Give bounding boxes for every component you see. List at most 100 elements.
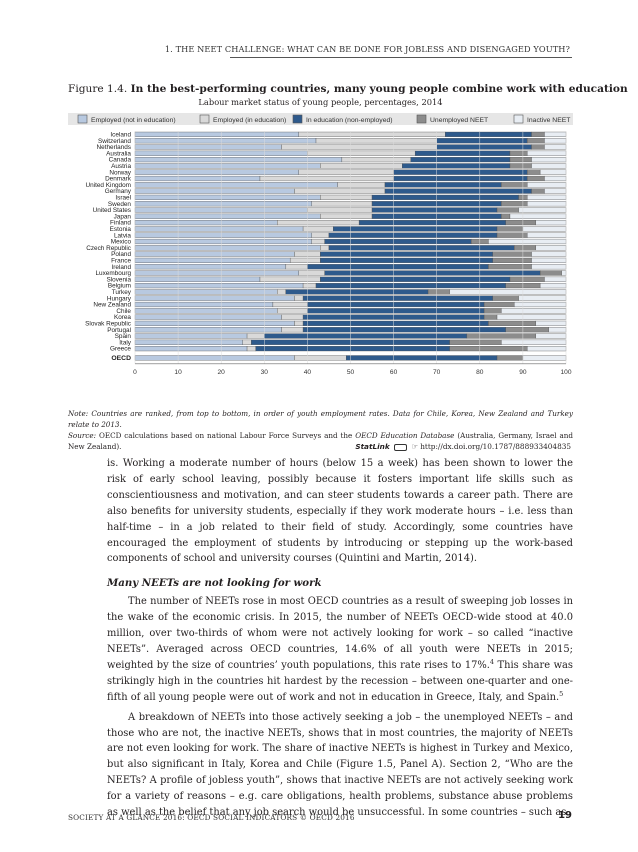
bar-segment bbox=[341, 157, 412, 163]
bar-segment bbox=[410, 157, 511, 163]
bar-segment bbox=[242, 339, 252, 345]
bar-segment bbox=[324, 270, 541, 276]
bar-segment bbox=[134, 245, 321, 251]
x-tick-label: 40 bbox=[304, 369, 312, 376]
bar-segment bbox=[492, 251, 532, 257]
country-label: Czech Republic bbox=[86, 245, 132, 252]
bar-segment bbox=[449, 346, 528, 352]
legend-swatch bbox=[77, 114, 88, 124]
footnote-ref[interactable]: 4 bbox=[489, 657, 495, 666]
bar-segment bbox=[134, 194, 321, 200]
bar-segment bbox=[134, 320, 295, 326]
footnote-ref[interactable]: 5 bbox=[559, 689, 564, 698]
country-label: Finland bbox=[110, 220, 131, 227]
bar-segment bbox=[488, 238, 567, 245]
legend-label: Employed (in education) bbox=[213, 117, 286, 124]
country-label: France bbox=[111, 258, 131, 265]
country-label: New Zealand bbox=[93, 302, 131, 309]
legend-label: Inactive NEET bbox=[527, 117, 570, 124]
x-tick-label: 80 bbox=[476, 369, 484, 376]
bar-segment bbox=[488, 264, 532, 270]
bar-segment bbox=[527, 232, 567, 238]
country-label: Australia bbox=[106, 150, 131, 157]
legend-label: Employed (not in education) bbox=[91, 117, 176, 124]
bar-segment bbox=[436, 138, 528, 144]
bar-segment bbox=[134, 144, 282, 150]
bar-segment bbox=[427, 289, 450, 295]
bar-segment bbox=[531, 157, 567, 163]
bar-segment bbox=[384, 188, 532, 194]
bar-segment bbox=[328, 232, 498, 238]
bar-segment bbox=[509, 157, 532, 163]
chart-legend: Employed (not in education) Employed (in … bbox=[68, 113, 573, 125]
bar-segment bbox=[307, 207, 373, 213]
bar-segment bbox=[492, 295, 519, 301]
bar-segment bbox=[134, 238, 312, 245]
bar-segment bbox=[134, 295, 295, 301]
bar-segment bbox=[358, 220, 506, 226]
statlink-brand: StatLink bbox=[355, 442, 390, 451]
country-label: Switzerland bbox=[98, 138, 131, 145]
country-label: Sweden bbox=[108, 201, 132, 208]
x-tick-label: 0 bbox=[133, 369, 137, 376]
bar-segment bbox=[134, 251, 295, 257]
bar-segment bbox=[402, 163, 511, 169]
bar-segment bbox=[539, 283, 567, 289]
bar-segment bbox=[371, 207, 498, 213]
statlink-logo-icon bbox=[394, 443, 407, 451]
x-tick-label: 90 bbox=[519, 369, 527, 376]
country-label: Iceland bbox=[110, 132, 131, 139]
country-label: Korea bbox=[114, 314, 131, 321]
bar-segment bbox=[522, 226, 567, 232]
country-label: Turkey bbox=[112, 289, 132, 296]
bar-segment bbox=[134, 339, 243, 345]
bar-segment bbox=[518, 207, 567, 213]
bar-segment bbox=[522, 355, 567, 361]
bar-segment bbox=[134, 131, 299, 137]
bar-segment bbox=[302, 295, 493, 301]
bar-segment bbox=[509, 276, 545, 282]
legend-swatch bbox=[513, 114, 524, 124]
bar-segment bbox=[315, 283, 506, 289]
section-heading: Many NEETs are not looking for work bbox=[107, 577, 322, 590]
bar-segment bbox=[496, 226, 524, 232]
statlink-url[interactable]: http://dx.doi.org/10.1787/888933404835 bbox=[420, 442, 571, 451]
bar-segment bbox=[531, 257, 567, 263]
bar-segment bbox=[393, 169, 528, 175]
country-label: Belgium bbox=[108, 283, 131, 290]
bar-segment bbox=[509, 150, 528, 156]
bar-segment bbox=[518, 295, 567, 301]
bar-segment bbox=[281, 144, 437, 150]
bar-segment bbox=[531, 163, 567, 169]
statlink: StatLink ☞ http://dx.doi.org/10.1787/888… bbox=[355, 442, 571, 451]
bar-segment bbox=[134, 327, 282, 333]
body-paragraph: A breakdown of NEETs into those actively… bbox=[107, 711, 573, 819]
country-label: Slovenia bbox=[106, 276, 131, 283]
x-tick-label: 100 bbox=[560, 369, 571, 376]
bar-segment bbox=[134, 163, 321, 169]
bar-segment bbox=[535, 333, 567, 339]
bar-segment bbox=[449, 289, 567, 295]
bar-segment bbox=[384, 182, 502, 188]
bar-segment bbox=[272, 301, 308, 308]
bar-segment bbox=[324, 238, 472, 245]
bar-segment bbox=[445, 131, 532, 137]
bar-segment bbox=[496, 314, 567, 320]
pointer-icon: ☞ bbox=[411, 442, 418, 451]
bar-segment bbox=[298, 270, 325, 276]
bar-segment bbox=[298, 131, 446, 137]
legend-label: Unemployed NEET bbox=[430, 117, 488, 124]
bar-segment bbox=[302, 327, 506, 333]
bar-segment bbox=[320, 213, 373, 219]
bar-segment bbox=[535, 245, 567, 251]
bar-segment bbox=[531, 144, 545, 150]
country-label: Germany bbox=[105, 188, 132, 195]
country-label: Slovak Republic bbox=[85, 321, 132, 328]
bar-segment bbox=[320, 276, 511, 282]
bar-segment bbox=[320, 257, 493, 263]
country-label: Spain bbox=[115, 333, 132, 340]
bar-segment bbox=[311, 201, 373, 207]
country-label: Greece bbox=[110, 346, 131, 353]
bar-segment bbox=[514, 245, 537, 251]
bar-segment bbox=[134, 226, 304, 232]
